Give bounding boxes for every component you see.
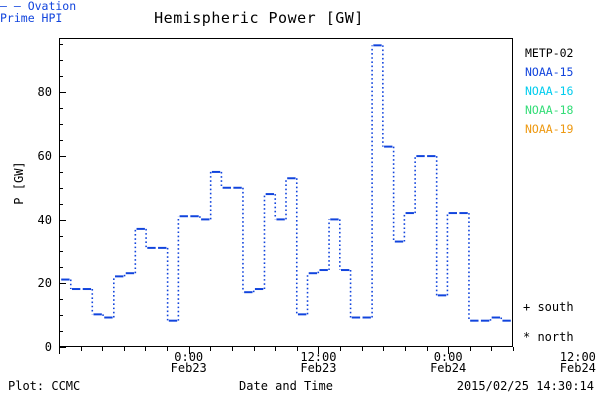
y-tick-label: 20 bbox=[37, 276, 52, 291]
x-tick bbox=[383, 347, 385, 351]
x-tick bbox=[469, 347, 471, 351]
x-tick-label: 12:00 Feb23 bbox=[273, 350, 363, 375]
x-tick bbox=[231, 347, 233, 351]
x-tick-time: 0:00 bbox=[433, 350, 463, 364]
x-tick bbox=[340, 347, 342, 351]
plot-frame bbox=[59, 38, 513, 347]
legend-item-noaa-19: NOAA-19 bbox=[525, 122, 574, 136]
plot-source-label: Plot: CCMC bbox=[8, 379, 81, 393]
x-tick bbox=[59, 347, 60, 354]
timestamp-label: 2015/02/25 14:30:14 bbox=[456, 379, 594, 393]
y-tick bbox=[59, 155, 66, 157]
y-tick bbox=[59, 171, 63, 173]
y-tick bbox=[59, 299, 63, 301]
x-tick bbox=[145, 347, 147, 351]
x-tick bbox=[210, 347, 212, 351]
x-tick bbox=[448, 347, 450, 354]
x-tick-date: Feb24 bbox=[430, 361, 467, 375]
data-canvas bbox=[61, 44, 511, 322]
legend-item-noaa-18: NOAA-18 bbox=[525, 103, 574, 117]
legend-item-noaa-16: NOAA-16 bbox=[525, 84, 574, 98]
x-tick-label: 0:00 Feb24 bbox=[403, 350, 493, 375]
y-tick-label: 40 bbox=[37, 212, 52, 227]
x-tick-date: Feb23 bbox=[170, 361, 207, 375]
x-tick bbox=[426, 347, 428, 351]
y-tick bbox=[59, 235, 63, 237]
x-tick-time: 0:00 bbox=[174, 350, 204, 364]
y-tick bbox=[59, 187, 63, 189]
legend-marker-south: + south bbox=[523, 300, 574, 314]
y-tick bbox=[59, 108, 63, 110]
x-tick bbox=[167, 347, 169, 351]
y-tick bbox=[59, 76, 63, 78]
y-tick-label: 0 bbox=[44, 340, 52, 354]
legend-item-metp-02: METP-02 bbox=[525, 46, 574, 60]
page-title: Hemispheric Power [GW] bbox=[154, 9, 364, 27]
x-tick bbox=[361, 347, 363, 351]
x-tick bbox=[404, 347, 406, 351]
y-tick bbox=[59, 139, 63, 141]
y-tick-label: 60 bbox=[37, 148, 52, 163]
y-tick bbox=[59, 251, 63, 253]
legend-ovation-line2: Prime HPI bbox=[0, 11, 63, 25]
y-tick bbox=[59, 219, 66, 221]
legend-ovation-prime-hpi: — — Ovation Prime HPI bbox=[0, 0, 600, 24]
x-axis-title: Date and Time bbox=[239, 379, 333, 393]
y-tick bbox=[59, 203, 63, 205]
x-tick-label: 12:00 Feb24 bbox=[533, 350, 600, 375]
legend-item-noaa-15: NOAA-15 bbox=[525, 65, 574, 79]
y-tick bbox=[59, 92, 66, 94]
x-tick-time: 12:00 bbox=[300, 350, 337, 364]
y-tick bbox=[59, 44, 63, 46]
x-tick bbox=[513, 347, 514, 351]
y-tick bbox=[59, 331, 63, 333]
y-tick-label: 80 bbox=[37, 85, 52, 100]
x-tick-label: 0:00 Feb23 bbox=[144, 350, 234, 375]
x-tick-date: Feb24 bbox=[559, 361, 596, 375]
x-tick bbox=[123, 347, 125, 351]
y-tick bbox=[59, 267, 63, 269]
x-tick-date: Feb23 bbox=[300, 361, 337, 375]
x-tick bbox=[491, 347, 493, 351]
x-tick bbox=[102, 347, 104, 351]
x-tick-time: 12:00 bbox=[559, 350, 596, 364]
y-tick bbox=[59, 124, 63, 125]
x-tick bbox=[253, 347, 255, 351]
y-tick bbox=[59, 315, 63, 317]
x-tick bbox=[188, 347, 190, 354]
x-tick bbox=[318, 347, 320, 354]
y-tick bbox=[59, 283, 66, 285]
y-tick bbox=[59, 347, 66, 348]
legend-marker-north: * north bbox=[523, 330, 574, 344]
x-tick bbox=[275, 347, 277, 351]
y-tick bbox=[59, 60, 63, 62]
x-tick bbox=[296, 347, 298, 351]
legend-ovation-line1: — — Ovation bbox=[0, 0, 77, 13]
x-tick bbox=[80, 347, 82, 351]
